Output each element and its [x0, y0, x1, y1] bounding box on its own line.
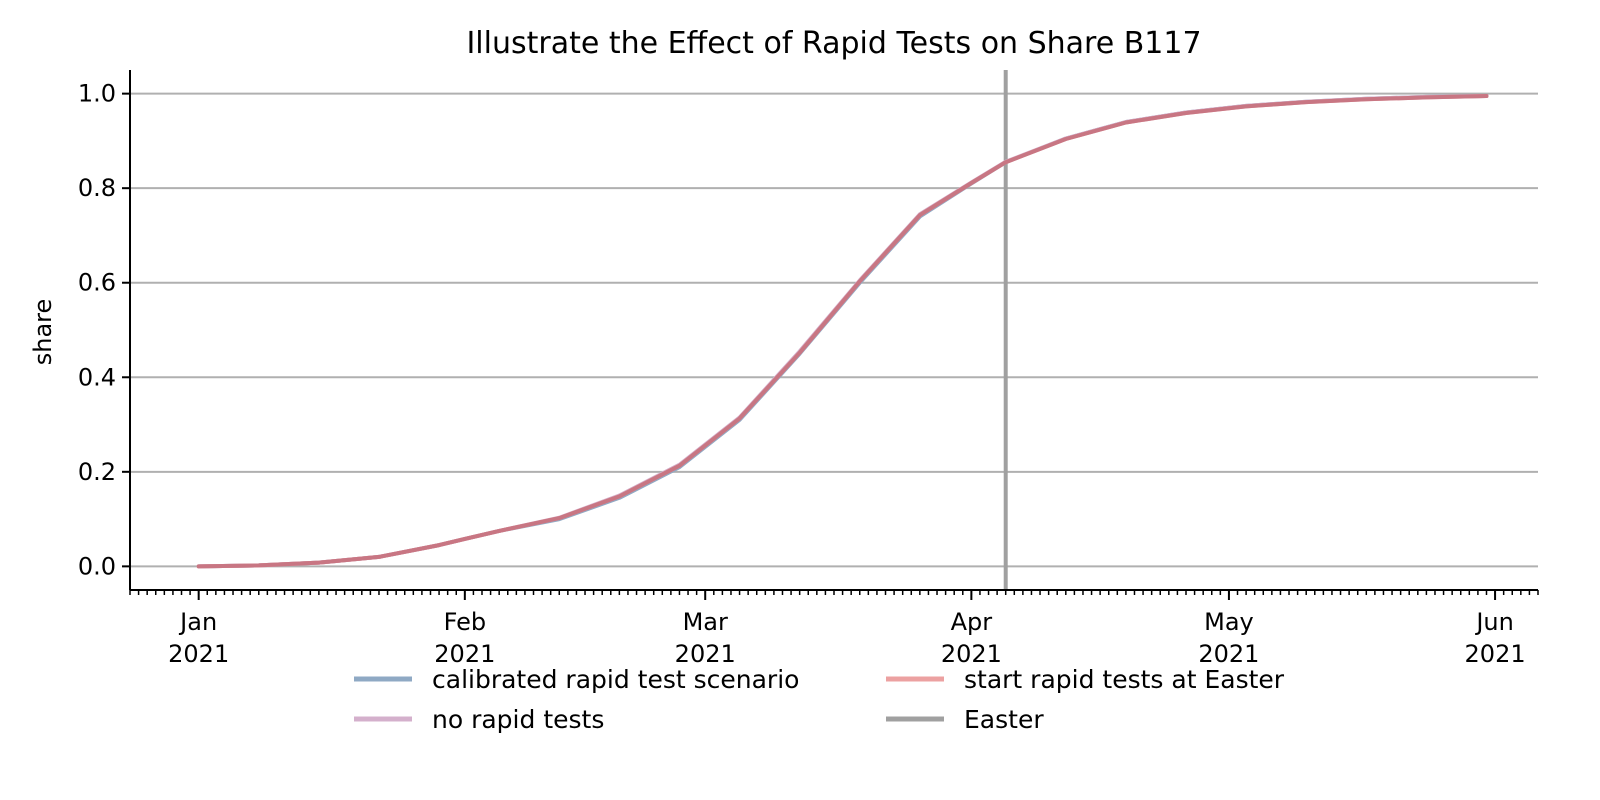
x-tick-label-year: 2021 [1465, 640, 1526, 668]
y-tick-label: 0.2 [78, 458, 116, 486]
y-tick-label: 0.4 [78, 363, 116, 391]
x-tick-label-month: Mar [683, 608, 728, 636]
series-line-2 [196, 94, 1489, 569]
y-ticks: 0.0 0.2 0.4 0.6 0.8 1.0 [78, 80, 130, 580]
x-tick-label-year: 2021 [1198, 640, 1259, 668]
axes [129, 70, 1538, 591]
x-tick-label-year: 2021 [168, 640, 229, 668]
y-tick-label: 0.0 [78, 552, 116, 580]
x-tick-label-month: Jun [1474, 608, 1514, 636]
gridlines [130, 92, 1538, 568]
legend: calibrated rapid test scenario start rapi… [354, 665, 1285, 734]
legend-label: start rapid tests at Easter [964, 665, 1285, 694]
x-tick-label-month: Apr [951, 608, 993, 636]
x-tick-label-month: Feb [444, 608, 487, 636]
series-line-overlay [196, 94, 1489, 569]
legend-label: calibrated rapid test scenario [432, 665, 799, 694]
y-axis-label: share [29, 299, 57, 366]
legend-label: no rapid tests [432, 705, 604, 734]
y-tick-label: 0.6 [78, 269, 116, 297]
y-tick-label: 1.0 [78, 80, 116, 108]
series-line-1 [196, 94, 1489, 569]
y-tick-label: 0.8 [78, 174, 116, 202]
x-tick-label-year: 2021 [675, 640, 736, 668]
series-line-3 [196, 94, 1489, 569]
x-tick-label-year: 2021 [941, 640, 1002, 668]
x-tick-label-year: 2021 [434, 640, 495, 668]
chart-title: Illustrate the Effect of Rapid Tests on … [466, 26, 1201, 61]
x-ticks: Jan 2021 Feb 2021 Mar 2021 Apr 2021 May 2021 Jun 20… [168, 590, 1526, 668]
x-tick-label-month: May [1204, 608, 1254, 636]
x-tick-label-month: Jan [178, 608, 217, 636]
legend-label: Easter [964, 705, 1044, 734]
series-lines [196, 94, 1489, 569]
